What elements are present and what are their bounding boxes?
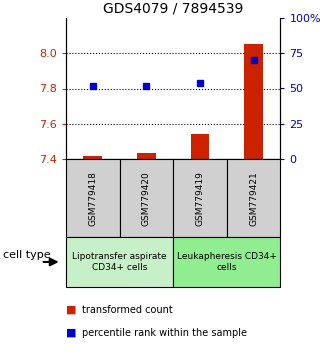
Text: cell type: cell type xyxy=(3,250,51,260)
Bar xyxy=(119,159,173,237)
Text: ■: ■ xyxy=(66,328,77,338)
Bar xyxy=(66,159,119,237)
Text: Lipotransfer aspirate
CD34+ cells: Lipotransfer aspirate CD34+ cells xyxy=(72,252,167,272)
Text: Leukapheresis CD34+
cells: Leukapheresis CD34+ cells xyxy=(177,252,277,272)
Text: ■: ■ xyxy=(66,305,77,315)
Bar xyxy=(227,159,280,237)
Bar xyxy=(173,159,227,237)
Text: GSM779418: GSM779418 xyxy=(88,171,97,226)
Bar xyxy=(173,237,280,287)
Text: GSM779421: GSM779421 xyxy=(249,171,258,225)
Bar xyxy=(83,156,102,159)
Text: percentile rank within the sample: percentile rank within the sample xyxy=(82,328,248,338)
Text: GSM779419: GSM779419 xyxy=(196,171,205,226)
Bar xyxy=(137,153,156,159)
Title: GDS4079 / 7894539: GDS4079 / 7894539 xyxy=(103,1,244,15)
Bar xyxy=(66,237,173,287)
Text: GSM779420: GSM779420 xyxy=(142,171,151,225)
Text: transformed count: transformed count xyxy=(82,305,173,315)
Bar xyxy=(191,133,210,159)
Bar xyxy=(244,44,263,159)
